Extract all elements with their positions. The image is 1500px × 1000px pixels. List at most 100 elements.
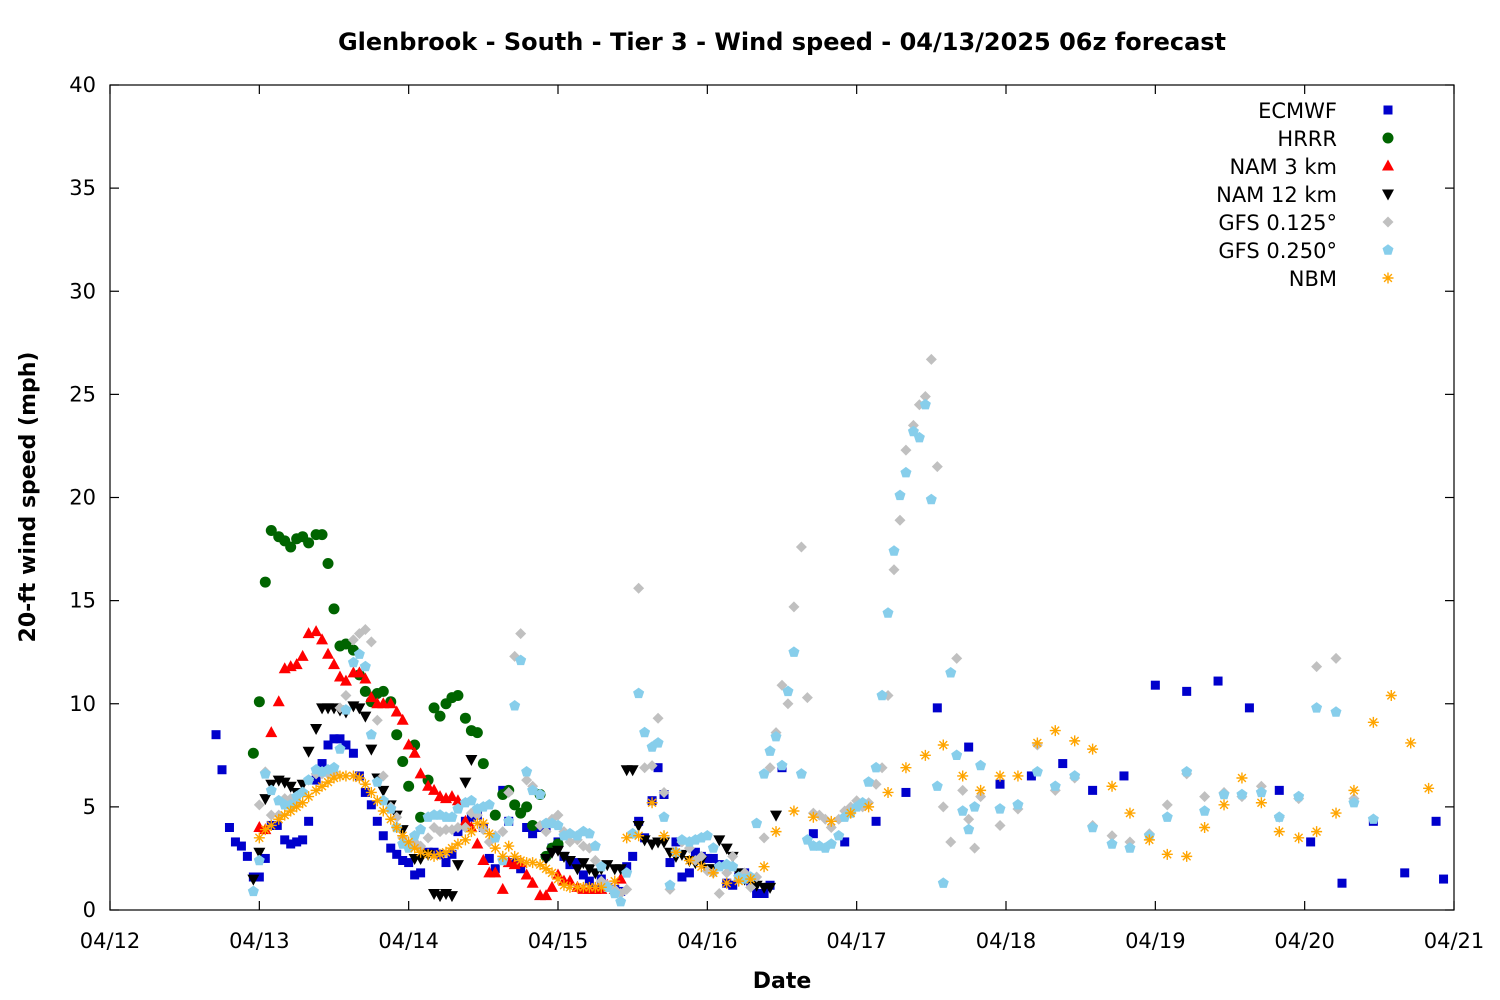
data-point bbox=[728, 880, 738, 890]
data-point bbox=[720, 843, 733, 855]
data-point bbox=[540, 863, 552, 875]
data-point bbox=[863, 801, 875, 813]
data-point bbox=[440, 846, 452, 858]
data-point bbox=[396, 713, 409, 725]
data-point bbox=[434, 710, 446, 722]
data-point bbox=[310, 724, 323, 735]
data-point bbox=[969, 801, 981, 812]
data-point bbox=[727, 850, 739, 862]
data-point bbox=[664, 879, 676, 890]
data-point bbox=[410, 870, 420, 880]
y-tick-label: 15 bbox=[69, 589, 96, 613]
data-point bbox=[1182, 686, 1192, 696]
legend-label: HRRR bbox=[1277, 127, 1337, 151]
data-point bbox=[441, 858, 451, 868]
data-point bbox=[265, 726, 278, 738]
data-point bbox=[1423, 782, 1435, 794]
data-point bbox=[1143, 834, 1155, 846]
data-point bbox=[931, 780, 943, 791]
data-point bbox=[503, 840, 515, 852]
data-point bbox=[1199, 822, 1211, 833]
data-point bbox=[527, 819, 539, 831]
data-point bbox=[658, 811, 670, 822]
data-point bbox=[1330, 706, 1342, 717]
data-point bbox=[465, 794, 477, 806]
data-point bbox=[414, 853, 427, 865]
data-point bbox=[1236, 772, 1248, 784]
data-point bbox=[247, 885, 259, 897]
data-point bbox=[371, 795, 383, 807]
data-point bbox=[540, 826, 552, 838]
data-point bbox=[577, 881, 589, 893]
data-point bbox=[937, 739, 949, 751]
data-point bbox=[377, 685, 389, 697]
data-point bbox=[957, 784, 969, 796]
data-point bbox=[260, 853, 270, 863]
data-point bbox=[516, 864, 526, 874]
data-point bbox=[304, 816, 314, 826]
data-point bbox=[259, 824, 271, 836]
data-point bbox=[633, 830, 645, 842]
data-point bbox=[365, 636, 377, 648]
data-point bbox=[795, 541, 807, 553]
data-point bbox=[1199, 805, 1211, 816]
data-point bbox=[546, 867, 558, 879]
data-point bbox=[584, 876, 594, 886]
data-point bbox=[322, 776, 334, 788]
data-point bbox=[447, 849, 457, 859]
data-point bbox=[236, 841, 246, 851]
data-point bbox=[876, 689, 888, 701]
data-point bbox=[303, 791, 315, 803]
data-point bbox=[1106, 838, 1118, 849]
data-point bbox=[359, 778, 371, 790]
data-point bbox=[365, 728, 377, 740]
data-point bbox=[397, 756, 409, 767]
data-point bbox=[900, 444, 912, 456]
data-point bbox=[333, 670, 346, 682]
data-point bbox=[359, 711, 372, 723]
data-point bbox=[595, 881, 607, 893]
data-point bbox=[583, 827, 595, 839]
data-point bbox=[253, 799, 265, 811]
data-point bbox=[601, 860, 614, 872]
data-point bbox=[707, 842, 719, 853]
data-point bbox=[483, 799, 495, 810]
data-point bbox=[353, 666, 366, 678]
data-point bbox=[452, 803, 464, 814]
data-point bbox=[614, 864, 627, 876]
data-point bbox=[515, 855, 527, 866]
data-point bbox=[931, 461, 943, 473]
x-tick-label: 04/18 bbox=[976, 929, 1037, 953]
data-point bbox=[280, 835, 290, 845]
data-point bbox=[297, 786, 309, 798]
data-point bbox=[489, 842, 501, 854]
data-point bbox=[526, 876, 539, 888]
data-point bbox=[415, 811, 427, 823]
x-tick-label: 04/20 bbox=[1274, 929, 1335, 953]
data-point bbox=[1337, 878, 1347, 888]
data-point bbox=[583, 864, 596, 876]
data-point bbox=[945, 836, 957, 848]
data-point bbox=[919, 749, 931, 761]
data-point bbox=[1012, 770, 1024, 782]
data-point bbox=[745, 873, 757, 885]
data-point bbox=[527, 857, 539, 869]
data-point bbox=[509, 799, 521, 811]
data-point bbox=[302, 746, 315, 758]
data-point bbox=[247, 747, 259, 759]
data-point bbox=[265, 809, 277, 821]
series-nbm bbox=[253, 690, 1435, 893]
data-point bbox=[390, 705, 403, 717]
data-point bbox=[708, 853, 718, 863]
data-point bbox=[465, 826, 477, 838]
data-point bbox=[328, 603, 340, 615]
data-point bbox=[365, 691, 378, 703]
data-point bbox=[366, 800, 376, 810]
data-point bbox=[932, 703, 942, 713]
data-point bbox=[317, 759, 327, 769]
data-point bbox=[384, 697, 397, 709]
data-point bbox=[764, 745, 776, 756]
data-point bbox=[359, 685, 371, 697]
data-point bbox=[253, 854, 265, 866]
data-point bbox=[901, 787, 911, 797]
